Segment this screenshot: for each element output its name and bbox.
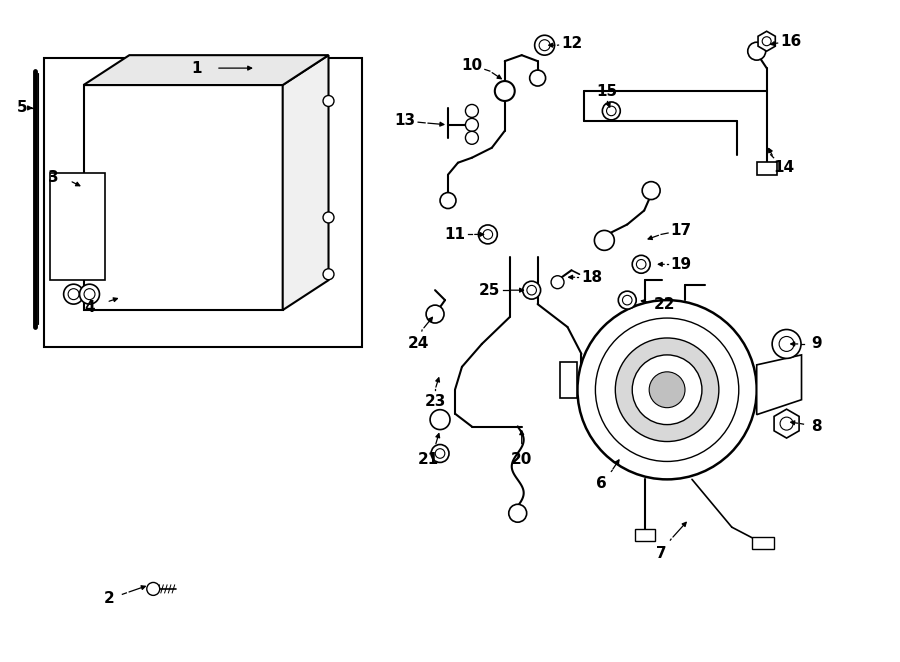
Circle shape <box>636 260 646 269</box>
Circle shape <box>551 276 564 289</box>
Circle shape <box>465 131 479 144</box>
Bar <box>50 173 105 280</box>
Text: 3: 3 <box>49 170 59 185</box>
Circle shape <box>479 225 498 244</box>
Polygon shape <box>84 55 328 85</box>
Circle shape <box>535 35 554 55</box>
Text: 19: 19 <box>670 257 691 272</box>
Circle shape <box>426 305 444 323</box>
Circle shape <box>523 281 541 299</box>
Text: 4: 4 <box>85 300 94 314</box>
Circle shape <box>530 70 545 86</box>
Circle shape <box>526 285 536 295</box>
Polygon shape <box>774 409 799 438</box>
Circle shape <box>323 95 334 107</box>
Circle shape <box>594 230 615 250</box>
Text: 18: 18 <box>580 269 602 285</box>
Text: 12: 12 <box>561 36 582 51</box>
Circle shape <box>748 42 766 60</box>
Circle shape <box>68 289 79 300</box>
Circle shape <box>539 40 550 51</box>
Polygon shape <box>84 85 283 310</box>
Text: 14: 14 <box>773 160 794 175</box>
Circle shape <box>632 355 702 424</box>
Circle shape <box>578 300 757 479</box>
Circle shape <box>465 118 479 131</box>
Circle shape <box>508 504 526 522</box>
Text: 11: 11 <box>445 227 465 242</box>
Circle shape <box>323 212 334 223</box>
Text: 1: 1 <box>191 61 202 75</box>
Circle shape <box>465 105 479 117</box>
Text: 24: 24 <box>408 336 428 352</box>
Text: 23: 23 <box>425 394 446 409</box>
Polygon shape <box>560 362 578 398</box>
Circle shape <box>772 330 801 358</box>
Text: 10: 10 <box>462 58 482 73</box>
Circle shape <box>79 284 100 304</box>
Circle shape <box>607 106 616 116</box>
Circle shape <box>602 102 620 120</box>
Text: 20: 20 <box>511 452 533 467</box>
Text: 22: 22 <box>653 297 675 312</box>
Text: 6: 6 <box>596 476 607 491</box>
Text: 15: 15 <box>597 83 618 99</box>
Circle shape <box>440 193 456 209</box>
Circle shape <box>632 256 650 273</box>
Text: 16: 16 <box>780 34 801 49</box>
Circle shape <box>643 181 660 199</box>
Circle shape <box>780 417 793 430</box>
Circle shape <box>147 583 159 595</box>
Text: 2: 2 <box>104 591 115 606</box>
Circle shape <box>430 410 450 430</box>
Circle shape <box>64 284 84 304</box>
Bar <box>757 162 777 175</box>
Text: 13: 13 <box>394 113 416 128</box>
Circle shape <box>649 372 685 408</box>
Circle shape <box>762 36 771 46</box>
Text: 8: 8 <box>811 419 822 434</box>
Circle shape <box>483 230 492 239</box>
Text: 9: 9 <box>811 336 822 352</box>
Polygon shape <box>758 31 775 51</box>
Text: 5: 5 <box>16 101 27 115</box>
Circle shape <box>495 81 515 101</box>
Text: 7: 7 <box>656 545 666 561</box>
Circle shape <box>623 295 632 305</box>
Circle shape <box>431 444 449 463</box>
Circle shape <box>618 291 636 309</box>
Circle shape <box>616 338 719 442</box>
Circle shape <box>323 269 334 280</box>
Circle shape <box>436 449 445 458</box>
Text: 21: 21 <box>418 452 438 467</box>
Text: 17: 17 <box>670 223 691 238</box>
Circle shape <box>84 289 95 300</box>
Bar <box>752 537 774 549</box>
Polygon shape <box>757 355 802 414</box>
Polygon shape <box>283 55 328 310</box>
Text: 25: 25 <box>479 283 500 298</box>
Bar <box>44 58 363 347</box>
Bar <box>635 529 655 541</box>
Circle shape <box>596 318 739 461</box>
Circle shape <box>779 336 794 352</box>
